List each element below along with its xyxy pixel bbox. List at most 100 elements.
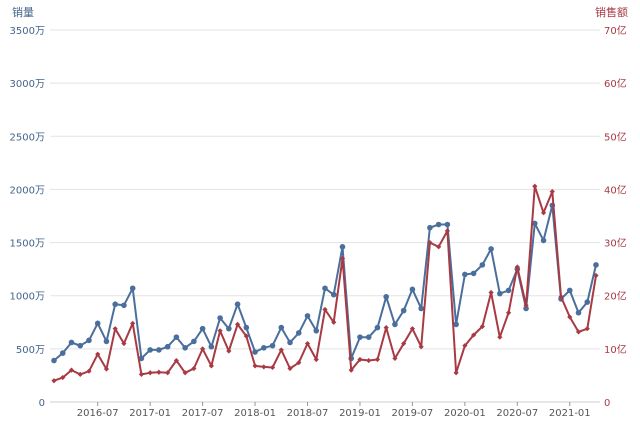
revenue-point: [173, 357, 179, 364]
left-tick-label: 3500万: [10, 26, 45, 37]
revenue-point: [296, 360, 302, 366]
revenue-point: [392, 355, 398, 362]
right-tick-label: 0: [604, 398, 610, 409]
x-tick-label: 2019-07: [392, 408, 434, 419]
right-tick-label: 60亿: [604, 77, 627, 90]
x-tick-label: 2020-01: [444, 408, 486, 419]
volume-point: [392, 321, 398, 328]
revenue-point: [488, 289, 494, 296]
volume-point: [330, 291, 337, 298]
revenue-point: [200, 346, 206, 352]
volume-point: [112, 301, 118, 308]
revenue-point: [287, 365, 293, 372]
x-tick-label: 2017-07: [182, 408, 224, 419]
revenue-point: [86, 368, 92, 374]
volume-point: [269, 342, 276, 349]
volume-point: [138, 355, 145, 362]
volume-point: [156, 347, 162, 353]
revenue-point: [208, 363, 214, 369]
revenue-point: [366, 357, 372, 364]
x-tick-label: 2018-01: [234, 408, 276, 419]
volume-point: [261, 344, 267, 351]
volume-point: [383, 293, 389, 300]
volume-point: [226, 325, 232, 332]
left-tick-label: 3000万: [10, 79, 45, 90]
volume-point: [444, 221, 451, 228]
revenue-point: [505, 310, 512, 316]
volume-point: [287, 339, 293, 346]
x-tick-label: 2017-01: [129, 408, 171, 419]
revenue-point: [121, 340, 127, 347]
revenue-point: [348, 367, 354, 373]
revenue-point: [523, 302, 529, 308]
gridlines: [50, 29, 600, 403]
x-tick-label: 2016-07: [77, 408, 119, 419]
volume-point: [191, 338, 197, 345]
left-tick-label: 0: [39, 398, 45, 409]
revenue-point: [68, 367, 75, 373]
revenue-point: [147, 370, 153, 376]
volume-point: [400, 307, 407, 314]
volume-point: [418, 305, 424, 312]
volume-point: [243, 324, 250, 331]
volume-point: [77, 342, 84, 349]
volume-point: [217, 315, 223, 321]
x-tick-label: 2019-01: [339, 408, 381, 419]
volume-point: [584, 299, 591, 305]
volume-point: [453, 321, 459, 328]
revenue-point: [357, 356, 363, 363]
revenue-point: [593, 272, 599, 279]
revenue-point: [95, 351, 101, 357]
right-tick-label: 40亿: [604, 183, 627, 196]
revenue-point: [278, 347, 284, 353]
volume-point: [575, 309, 582, 316]
left-tick-label: 1500万: [10, 239, 45, 250]
revenue-point: [234, 321, 241, 328]
volume-point: [129, 285, 136, 292]
right-tick-label: 20亿: [604, 290, 627, 303]
left-tick-label: 500万: [16, 345, 45, 356]
volume-point: [295, 330, 302, 336]
revenue-point: [331, 319, 337, 325]
x-tick-label: 2018-07: [287, 408, 329, 419]
volume-point: [199, 325, 206, 332]
volume-point: [68, 339, 75, 346]
revenue-point: [130, 320, 136, 326]
volume-point: [147, 347, 153, 353]
volume-point: [427, 224, 433, 231]
volume-point: [593, 262, 599, 268]
volume-point: [497, 290, 503, 297]
revenue-point: [322, 306, 328, 313]
volume-point: [59, 350, 66, 356]
revenue-point: [462, 343, 468, 349]
x-tick-label: 2020-07: [496, 408, 538, 419]
revenue-point: [540, 210, 547, 216]
revenue-point: [156, 369, 162, 375]
volume-point: [462, 271, 468, 278]
volume-point: [365, 334, 372, 340]
left-tick-label: 2000万: [10, 185, 45, 196]
revenue-point: [269, 364, 276, 371]
revenue-point: [575, 329, 582, 335]
volume-point: [505, 287, 512, 294]
revenue-point: [77, 371, 83, 377]
volume-point: [304, 313, 311, 319]
volume-point: [103, 338, 110, 345]
volume-point: [173, 334, 180, 340]
revenue-point: [497, 334, 503, 340]
revenue-point: [339, 255, 346, 262]
right-axis-ticks: 0 10亿 20亿 30亿 40亿 50亿 60亿 70亿: [604, 24, 627, 409]
revenue-point: [409, 326, 416, 332]
left-axis-ticks: 0 500万 1000万 1500万 2000万 2500万 3000万 3500万: [10, 26, 45, 409]
volume-point: [322, 285, 328, 292]
revenue-point: [401, 340, 407, 347]
right-tick-label: 70亿: [604, 24, 627, 37]
volume-point: [313, 327, 320, 334]
revenue-point: [51, 378, 57, 384]
volume-point: [540, 237, 547, 244]
right-tick-label: 50亿: [604, 130, 627, 143]
revenue-point: [226, 348, 232, 354]
revenue-point: [444, 228, 450, 234]
revenue-point: [374, 356, 381, 363]
